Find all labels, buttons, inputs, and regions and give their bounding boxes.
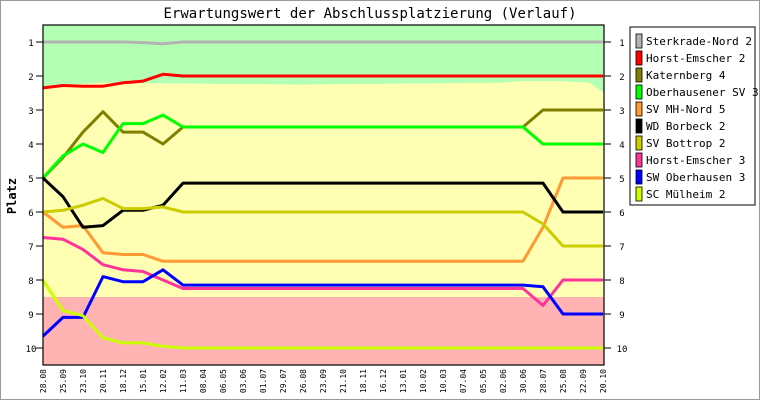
x-tick-label: 18.12	[119, 369, 128, 393]
y-tick-label-right: 6	[619, 209, 624, 219]
series-line-5	[41, 176, 603, 229]
band-relegation	[43, 297, 604, 365]
x-tick-label: 08.04	[199, 369, 208, 393]
legend-swatch-3	[635, 84, 643, 100]
y-tick-label-right: 9	[619, 311, 624, 321]
legend-swatch-1	[635, 50, 643, 66]
legend-swatch-9	[635, 186, 643, 202]
legend-swatch-6	[635, 135, 643, 151]
x-tick-label: 10.02	[419, 369, 428, 393]
y-tick-label-left: 6	[28, 209, 33, 219]
series-line-1	[42, 72, 603, 90]
x-tick-label: 23.09	[319, 369, 328, 393]
x-tick-label: 01.07	[259, 369, 268, 393]
legend-label-5: WD Borbeck 2	[646, 120, 725, 133]
x-tick-label: 15.01	[139, 369, 148, 393]
x-tick-label: 07.04	[459, 369, 468, 393]
series-line-7	[42, 236, 603, 307]
y-tick-label-right: 3	[619, 107, 624, 117]
series-line-9	[41, 279, 603, 350]
y-tick-label-right: 2	[619, 73, 624, 83]
legend-swatch-4	[635, 101, 643, 117]
x-tick-label: 25.08	[559, 369, 568, 393]
legend-box	[629, 26, 756, 206]
y-tick-label-right: 8	[619, 277, 624, 287]
x-tick-label: 11.03	[179, 369, 188, 393]
x-tick-label: 02.06	[499, 369, 508, 393]
x-tick-label: 22.09	[579, 369, 588, 393]
y-tick-label-left: 1	[28, 39, 33, 49]
x-tick-label: 28.07	[539, 369, 548, 393]
y-tick-label-right: 10	[617, 345, 628, 355]
x-tick-label: 25.09	[59, 369, 68, 393]
x-tick-label: 16.12	[379, 369, 388, 393]
x-tick-label: 10.03	[439, 369, 448, 393]
legend-swatch-0	[635, 33, 643, 49]
y-tick-label-left: 5	[28, 175, 33, 185]
legend-label-8: SW Oberhausen 3	[646, 171, 745, 184]
y-tick-label-left: 4	[28, 141, 33, 151]
x-tick-label: 12.02	[159, 369, 168, 393]
x-tick-label: 05.05	[479, 369, 488, 393]
y-tick-label-left: 2	[28, 73, 33, 83]
series-line-3	[41, 113, 603, 180]
x-tick-label: 30.06	[519, 369, 528, 393]
legend-swatch-7	[635, 152, 643, 168]
x-tick-label: 29.07	[279, 369, 288, 393]
legend-label-6: SV Bottrop 2	[646, 137, 725, 150]
x-tick-label: 26.08	[299, 369, 308, 393]
legend-label-7: Horst-Emscher 3	[646, 154, 745, 167]
x-tick-label: 28.08	[39, 369, 48, 393]
legend-label-2: Katernberg 4	[646, 69, 726, 82]
y-tick-label-left: 9	[28, 311, 33, 321]
y-tick-label-left: 7	[28, 243, 33, 253]
x-tick-label: 23.10	[79, 369, 88, 393]
x-tick-label: 21.10	[339, 369, 348, 393]
x-tick-label: 18.11	[359, 369, 368, 393]
legend-label-3: Oberhausener SV 3	[646, 86, 759, 99]
y-tick-label-right: 5	[619, 175, 624, 185]
y-tick-label-right: 7	[619, 243, 624, 253]
x-tick-label: 20.11	[99, 369, 108, 393]
series-line-0	[43, 40, 603, 46]
x-tick-label: 03.06	[239, 369, 248, 393]
legend-label-0: Sterkrade-Nord 2	[646, 35, 752, 48]
series-line-6	[42, 196, 603, 248]
plot-border	[42, 24, 605, 366]
x-tick-label: 20.10	[599, 369, 608, 393]
legend-label-4: SV MH-Nord 5	[646, 103, 725, 116]
series-line-4	[42, 176, 603, 263]
legend-label-9: SC Mülheim 2	[646, 188, 725, 201]
legend-swatch-2	[635, 67, 643, 83]
y-tick-label-left: 10	[26, 345, 37, 355]
legend-label-1: Horst-Emscher 2	[646, 52, 745, 65]
x-tick-label: 13.01	[399, 369, 408, 393]
y-tick-label-left: 3	[28, 107, 33, 117]
y-tick-label-left: 8	[28, 277, 33, 287]
legend-swatch-8	[635, 169, 643, 185]
legend-swatch-5	[635, 118, 643, 134]
y-tick-label-right: 4	[619, 141, 624, 151]
y-axis-label: Platz	[5, 178, 19, 214]
series-line-8	[41, 268, 603, 338]
x-tick-label: 06.05	[219, 369, 228, 393]
chart-title: Erwartungswert der Abschlussplatzierung …	[163, 6, 576, 22]
y-tick-label-right: 1	[619, 39, 624, 49]
